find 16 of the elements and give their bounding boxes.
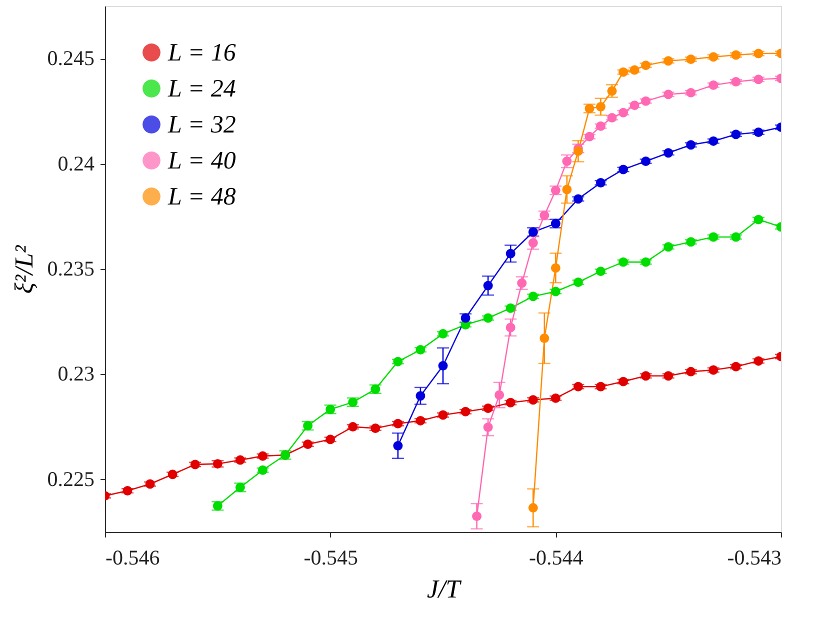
legend-label: L = 16	[167, 40, 236, 66]
y-tick-label: 0.245	[47, 46, 94, 70]
y-axis-title: ξ²/L²	[9, 244, 38, 294]
legend-label: L = 24	[167, 76, 236, 102]
y-tick-label: 0.24	[58, 151, 95, 176]
x-tick-label: -0.544	[529, 546, 584, 570]
x-tick-label: -0.546	[106, 546, 160, 570]
y-tick-label: 0.235	[47, 256, 94, 280]
legend-label: L = 48	[167, 184, 236, 210]
x-tick-label: -0.545	[304, 546, 358, 570]
legend-label: L = 32	[167, 112, 236, 138]
y-tick-label: 0.23	[58, 362, 94, 386]
x-tick-label: -0.543	[727, 546, 782, 570]
x-axis-title: J/T	[426, 574, 462, 604]
y-tick-label: 0.225	[47, 466, 94, 491]
legend-label: L = 40	[167, 148, 236, 174]
